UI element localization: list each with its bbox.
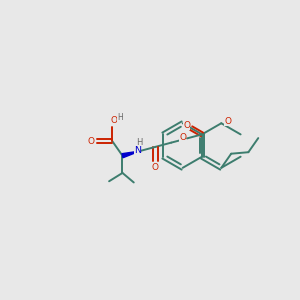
Text: O: O [183, 121, 190, 130]
Text: O: O [224, 117, 231, 126]
Text: O: O [87, 136, 94, 146]
Text: O: O [110, 116, 117, 125]
Polygon shape [122, 151, 140, 158]
Text: O: O [179, 133, 186, 142]
Text: O: O [152, 163, 159, 172]
Text: H: H [136, 138, 143, 147]
Text: H: H [117, 113, 123, 122]
Text: N: N [134, 146, 141, 155]
